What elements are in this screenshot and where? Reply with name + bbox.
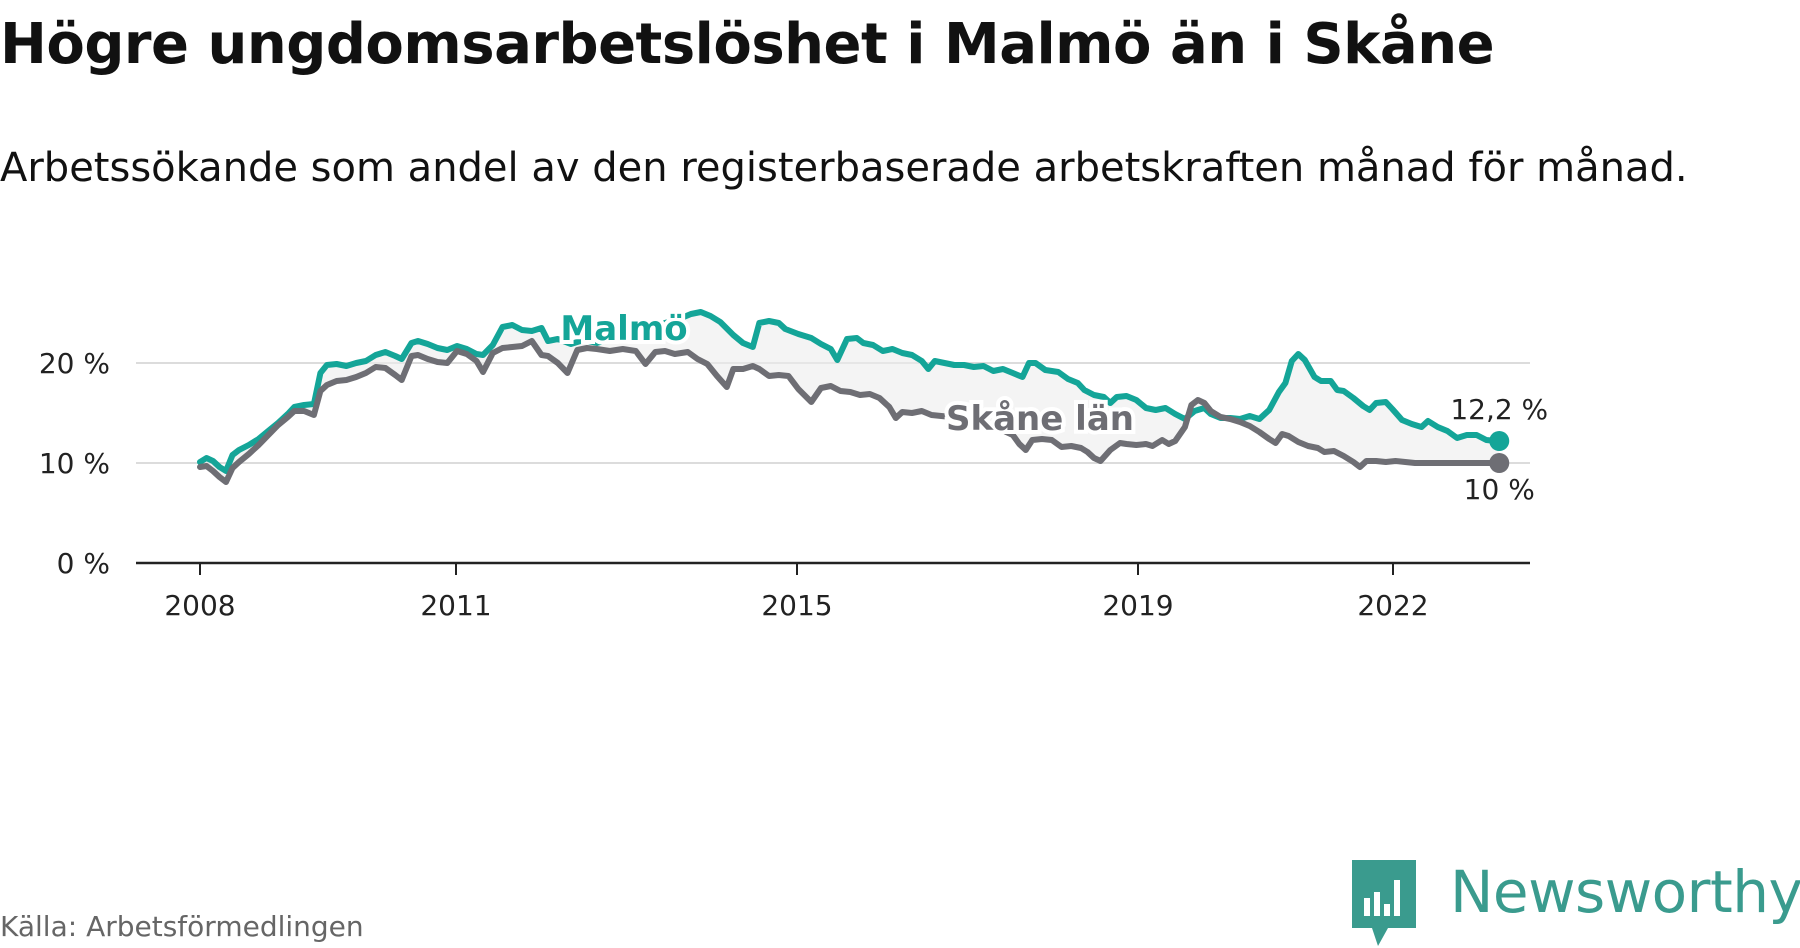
skane-end-point — [1489, 453, 1510, 473]
y-tick-label: 0 % — [57, 547, 110, 580]
malmo-end-label: 12,2 % — [1450, 393, 1548, 426]
source-note: Källa: Arbetsförmedlingen — [0, 910, 364, 943]
skane-line — [197, 338, 1503, 485]
series-lines — [197, 309, 1510, 485]
newsworthy-logo: Newsworthy — [1348, 858, 1800, 948]
x-tick-label: 2022 — [1357, 589, 1428, 622]
chart-labels: 12,2 % 10 % Malmö Skåne län — [556, 305, 1548, 506]
y-tick-label: 20 % — [39, 347, 110, 380]
axes: 0 % 10 % 20 % 2008 2011 2015 2019 2022 — [39, 347, 1530, 622]
chart-subtitle: Arbetssökande som andel av den registerb… — [0, 145, 1688, 191]
skane-series-label: Skåne län — [946, 399, 1134, 439]
skane-end-label: 10 % — [1464, 473, 1535, 506]
x-tick-label: 2019 — [1102, 589, 1173, 622]
y-tick-label: 10 % — [39, 447, 110, 480]
x-tick-label: 2008 — [164, 589, 235, 622]
x-tick-label: 2015 — [761, 589, 832, 622]
chart-title: Högre ungdomsarbetslöshet i Malmö än i S… — [0, 12, 1495, 77]
newsworthy-logo-icon — [1352, 860, 1416, 946]
malmo-series-label: Malmö — [560, 309, 687, 349]
newsworthy-wordmark: Newsworthy — [1450, 858, 1800, 926]
malmo-line — [197, 309, 1503, 474]
malmo-end-point — [1489, 431, 1510, 451]
x-tick-label: 2011 — [420, 589, 491, 622]
